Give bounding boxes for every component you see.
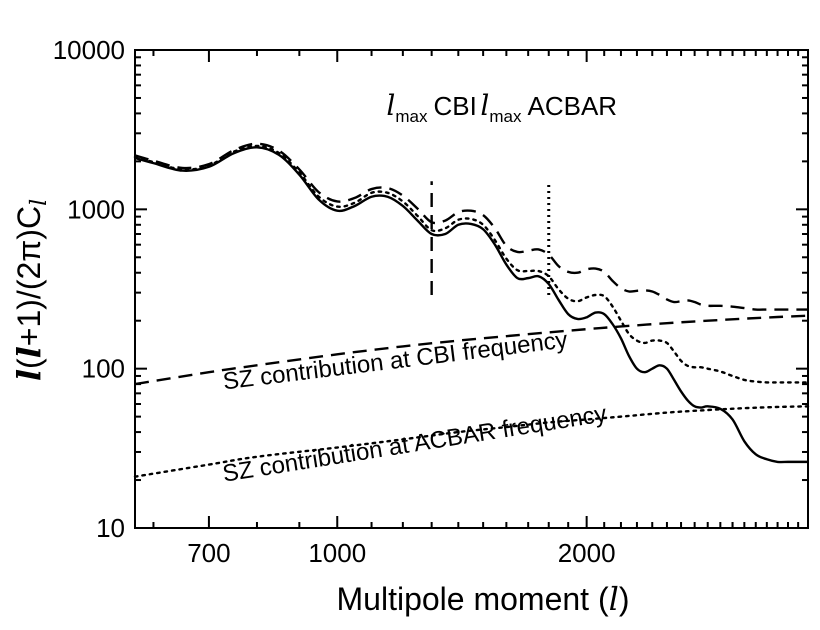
vline-layer xyxy=(430,181,551,295)
y-tick-label: 1000 xyxy=(67,194,125,224)
sz-annotation-1: SZ contribution at CBI frequency xyxy=(221,326,569,395)
x-axis-title: Multipole moment (l) xyxy=(337,580,630,618)
sz-annotation-2: SZ contribution at ACBAR frequency xyxy=(221,400,609,487)
x-tick-label: 2000 xyxy=(558,538,616,568)
lmax-label-2: lmax ACBAR xyxy=(480,89,617,126)
y-tick-label: 10 xyxy=(96,513,125,543)
tick-group: 10 100 1000 10000 700 1000 2000 xyxy=(53,35,809,568)
series-line-2 xyxy=(133,144,810,384)
plot-frame xyxy=(134,49,809,529)
series-line-1 xyxy=(134,146,808,464)
series-layer xyxy=(133,142,810,478)
y-tick-label: 100 xyxy=(82,354,125,384)
series-line-3 xyxy=(134,142,808,311)
series-line-4 xyxy=(134,314,809,386)
x-tick-label: 1000 xyxy=(308,538,366,568)
series-line-5 xyxy=(133,405,810,478)
x-tick-label: 700 xyxy=(187,538,230,568)
y-tick-label: 10000 xyxy=(53,35,125,65)
y-axis-title: l(l+1)/(2π)Cl xyxy=(10,199,52,381)
lmax-label-1: lmax CBI xyxy=(386,89,476,126)
